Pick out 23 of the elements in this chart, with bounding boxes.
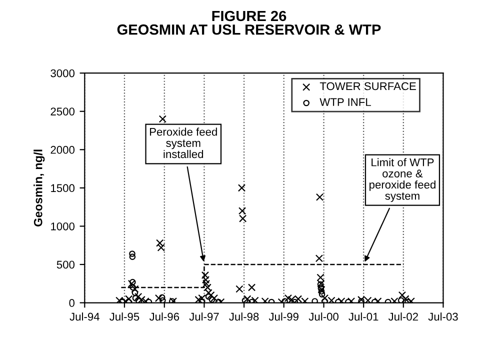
annotation: Peroxide feed system installed xyxy=(150,128,217,158)
x-tick-label: Jul-02 xyxy=(388,312,418,321)
x-tick-label: Jul-96 xyxy=(149,312,180,321)
x-tick-label: Jul-94 xyxy=(70,312,100,321)
y-tick-label: 500 xyxy=(56,260,75,269)
x-tick-label: Jul-99 xyxy=(268,312,298,321)
legend-label: TOWER SURFACE xyxy=(320,82,416,90)
x-tick-label: Jul-01 xyxy=(348,312,378,321)
x-tick-label: Jul-98 xyxy=(229,312,259,321)
annotation: Limit of WTP ozone & peroxide feed system xyxy=(370,158,436,202)
y-tick-label: 1500 xyxy=(51,184,75,192)
y-axis-title: Geosmin, ng/l xyxy=(34,150,45,226)
y-tick-label: 2500 xyxy=(50,108,75,116)
x-tick-label: Jul-97 xyxy=(189,312,219,321)
y-tick-label: 0 xyxy=(69,299,75,307)
y-tick-label: 1000 xyxy=(51,222,75,230)
y-tick-label: 3000 xyxy=(50,69,75,78)
x-tick-label: Jul-00 xyxy=(308,312,338,321)
chart-title: FIGURE 26 GEOSMIN AT USL RESERVOIR & WTP xyxy=(117,10,381,35)
y-tick-label: 2000 xyxy=(50,146,75,154)
x-tick-label: Jul-03 xyxy=(428,312,458,321)
x-tick-label: Jul-95 xyxy=(110,312,140,321)
legend-label: WTP INFL xyxy=(320,98,371,106)
